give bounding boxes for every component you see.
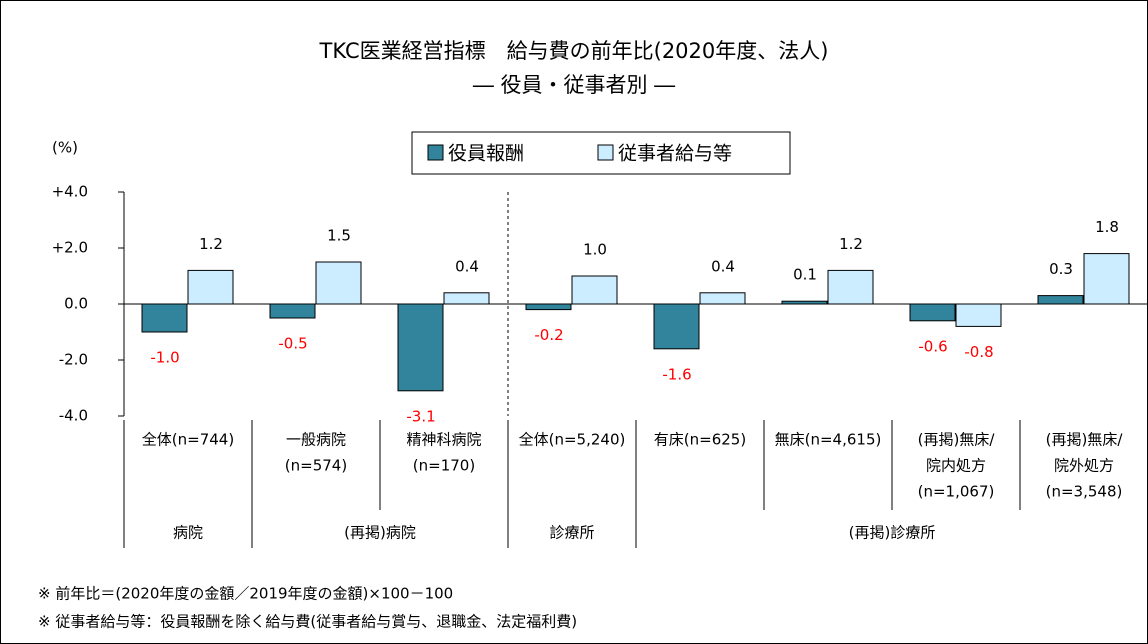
x-tick-label: 全体(n=5,240): [519, 431, 626, 449]
chart-title: TKC医業経営指標 給与費の前年比(2020年度、法人): [319, 39, 829, 63]
x-tick-label: 全体(n=744): [142, 431, 234, 449]
value-label: -1.0: [150, 349, 179, 367]
bar: [909, 303, 956, 322]
x-tick-label: (再掲)無床/: [918, 431, 996, 449]
note: ※ 従事者給与等：役員報酬を除く給与費(従事者給与賞与、退職金、法定福利費): [38, 613, 577, 631]
note: ※ 前年比＝(2020年度の金額／2019年度の金額)×100－100: [38, 585, 453, 603]
x-tick-label: (n=1,067): [918, 483, 995, 501]
x-tick-label: (再掲)無床/: [1046, 431, 1124, 449]
y-tick-label: -2.0: [59, 351, 88, 369]
bar: [827, 269, 874, 305]
bar: [781, 300, 828, 305]
y-tick-label: +4.0: [52, 183, 88, 201]
bar: [525, 303, 572, 311]
legend-swatch: [427, 144, 444, 161]
value-label: 0.3: [1049, 260, 1073, 278]
value-label: 1.8: [1095, 218, 1119, 236]
value-label: 1.0: [583, 241, 607, 259]
y-axis-label: (%): [52, 139, 78, 157]
value-label: -0.5: [278, 335, 307, 353]
value-label: -0.6: [918, 337, 947, 355]
value-label: 1.2: [199, 235, 223, 253]
x-tick-label: 無床(n=4,615): [775, 431, 882, 449]
bar: [443, 292, 490, 305]
x-tick-label: 精神科病院: [406, 431, 481, 449]
bar: [269, 303, 316, 319]
x-tick-label: (n=170): [413, 457, 475, 475]
x-tick-label: 一般病院: [286, 431, 346, 449]
group-label: 診療所: [549, 524, 594, 542]
group-label: 病院: [173, 524, 203, 542]
bar: [955, 303, 1002, 327]
legend-swatch: [597, 144, 614, 161]
y-tick-label: -4.0: [59, 407, 88, 425]
bar: [699, 292, 746, 305]
bar: [187, 269, 234, 305]
bar: [141, 303, 188, 333]
bar: [397, 303, 444, 392]
value-label: 0.4: [711, 257, 735, 275]
bar: [571, 275, 618, 305]
bar: [1083, 253, 1130, 305]
value-label: 1.2: [839, 235, 863, 253]
value-label: -0.2: [534, 326, 563, 344]
bar: [1037, 295, 1084, 305]
chart-subtitle: ― 役員・従事者別 ―: [473, 73, 675, 97]
value-label: -0.8: [964, 343, 993, 361]
value-label: 0.1: [793, 266, 817, 284]
y-tick-label: +2.0: [52, 239, 88, 257]
x-tick-label: 院外処方: [1054, 457, 1114, 475]
legend-label: 役員報酬: [448, 143, 524, 165]
x-tick-label: (n=574): [285, 457, 347, 475]
bar: [315, 261, 362, 305]
value-label: 0.4: [455, 257, 479, 275]
x-tick-label: 院内処方: [926, 457, 986, 475]
value-label: -3.1: [406, 407, 435, 425]
x-tick-label: (n=3,548): [1046, 483, 1123, 501]
value-label: 1.5: [327, 227, 351, 245]
legend-label: 従事者給与等: [618, 143, 732, 165]
x-tick-label: 有床(n=625): [654, 431, 746, 449]
bar: [653, 303, 700, 350]
group-label: (再掲)病院: [344, 524, 416, 542]
group-label: (再掲)診療所: [849, 524, 936, 542]
y-tick-label: 0.0: [64, 295, 88, 313]
value-label: -1.6: [662, 365, 691, 383]
